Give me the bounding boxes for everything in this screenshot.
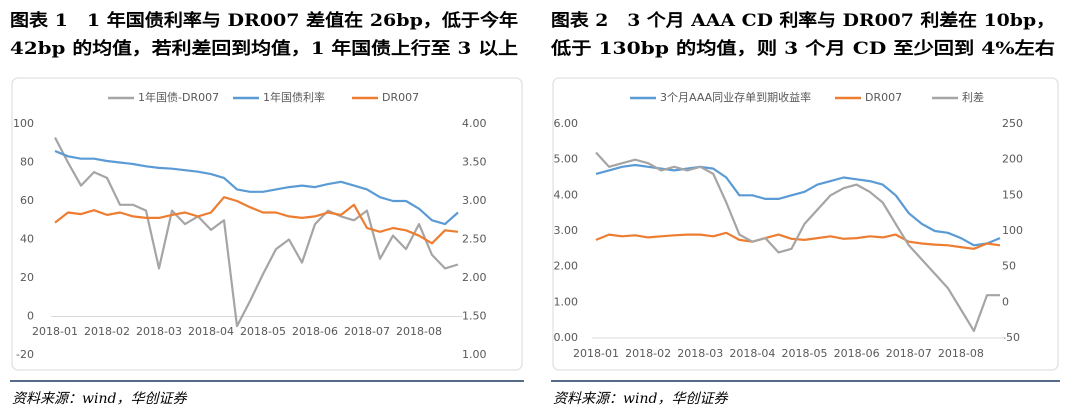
y-tick-label: 40	[20, 233, 34, 246]
y-tick-label: 3.00	[554, 224, 579, 237]
series-line	[595, 151, 1000, 332]
x-tick-label: 2018-07	[344, 325, 390, 338]
figure-caption: 低于 130bp 的均值，则 3 个月 CD 至少回到 4%左右	[550, 38, 1055, 59]
y-tick-label: 1.00	[554, 295, 579, 308]
x-tick-label: 2018-04	[729, 347, 775, 360]
x-tick-label: 2018-08	[396, 325, 442, 338]
y2-tick-label: 100	[1002, 224, 1023, 237]
y-tick-label: 5.00	[554, 153, 579, 166]
chart-frame	[11, 77, 523, 371]
y-tick-label: 80	[20, 156, 34, 169]
x-tick-label: 2018-02	[625, 347, 671, 360]
y-tick-label: 100	[13, 117, 34, 130]
y2-tick-label: 3.00	[462, 194, 487, 207]
y-tick-label: 20	[20, 271, 34, 284]
x-tick-label: 2018-03	[136, 325, 182, 338]
y-tick-label: 6.00	[554, 117, 579, 130]
legend-label: 1年国债-DR007	[138, 90, 219, 104]
y2-tick-label: 4.00	[462, 117, 487, 130]
series-line	[54, 196, 459, 245]
y2-tick-label: -50	[1002, 331, 1020, 344]
source-note: 资料来源：wind，华创证券	[553, 391, 728, 407]
y2-tick-label: 250	[1002, 117, 1023, 130]
x-tick-label: 2018-07	[886, 347, 932, 360]
y2-tick-label: 2.00	[462, 271, 487, 284]
x-tick-label: 2018-06	[292, 325, 338, 338]
legend-label: DR007	[382, 91, 419, 104]
x-tick-label: 2018-02	[84, 325, 130, 338]
x-tick-label: 2018-03	[677, 347, 723, 360]
x-tick-label: 2018-01	[573, 347, 619, 360]
x-tick-label: 2018-05	[240, 325, 286, 338]
series-line	[54, 136, 459, 328]
x-tick-label: 2018-08	[938, 347, 984, 360]
y-tick-label: 60	[20, 194, 34, 207]
y-tick-label: 4.00	[554, 188, 579, 201]
x-tick-label: 2018-01	[32, 325, 78, 338]
y2-tick-label: 2.50	[462, 233, 487, 246]
source-note: 资料来源：wind，华创证券	[12, 391, 187, 407]
y-tick-label: 0	[27, 310, 34, 323]
legend-label: 利差	[962, 90, 984, 104]
series-line	[54, 149, 459, 226]
y2-tick-label: 0	[1002, 295, 1009, 308]
y2-tick-label: 1.50	[462, 310, 487, 323]
y-tick-label: 0.00	[554, 331, 579, 344]
legend-label: DR007	[865, 91, 902, 104]
x-tick-label: 2018-06	[834, 347, 880, 360]
legend-label: 3个月AAA同业存单到期收益率	[660, 90, 811, 104]
y-tick-label: 2.00	[554, 260, 579, 273]
y2-tick-label: 200	[1002, 153, 1023, 166]
figure-caption: 图表 1 1 年国债利率与 DR007 差值在 26bp，低于今年	[10, 10, 518, 31]
figure-caption: 图表 2 3 个月 AAA CD 利率与 DR007 利差在 10bp，	[551, 10, 1055, 31]
series-line	[595, 231, 1001, 250]
figure-caption: 42bp 的均值，若利差回到均值，1 年国债上行至 3 以上	[10, 38, 518, 59]
x-tick-label: 2018-04	[188, 325, 234, 338]
x-tick-label: 2018-05	[782, 347, 828, 360]
legend-label: 1年国债利率	[263, 90, 325, 104]
y2-tick-label: 150	[1002, 188, 1023, 201]
y2-tick-label: 50	[1002, 260, 1016, 273]
y2-tick-label: 1.00	[462, 348, 487, 361]
y-tick-label: -20	[16, 348, 34, 361]
y2-tick-label: 3.50	[462, 156, 487, 169]
